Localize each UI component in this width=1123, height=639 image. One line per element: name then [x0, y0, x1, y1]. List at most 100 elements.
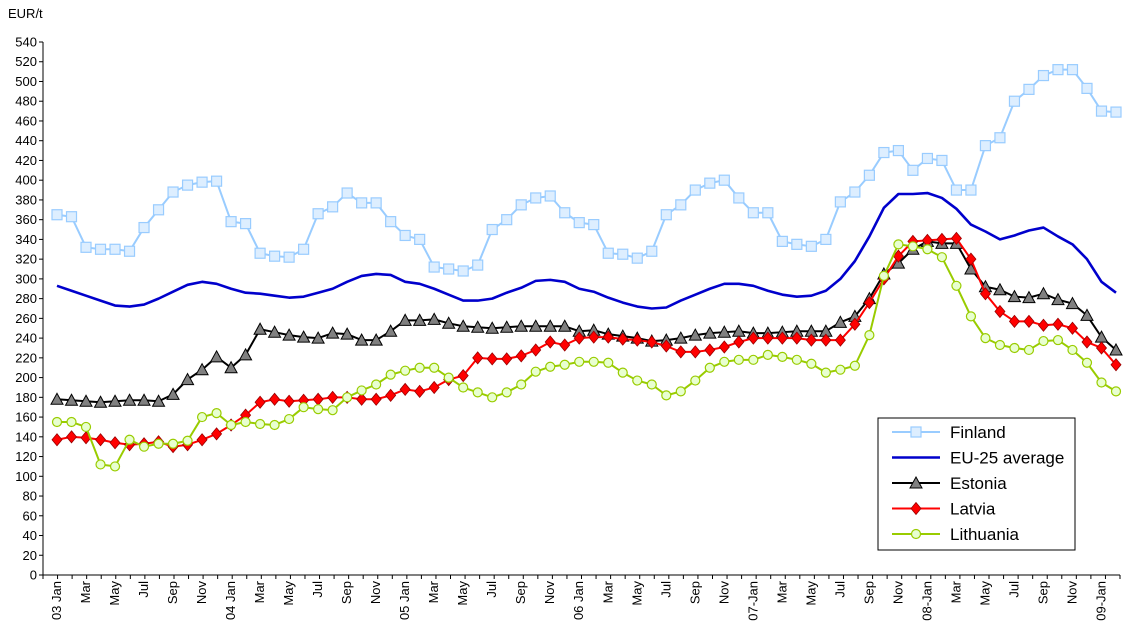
- point: [501, 352, 513, 366]
- point: [833, 315, 848, 328]
- point: [557, 319, 572, 332]
- point: [138, 441, 150, 452]
- point: [414, 362, 425, 373]
- point: [1109, 342, 1123, 356]
- point: [950, 184, 963, 196]
- point: [472, 259, 484, 271]
- series: [56, 191, 1117, 310]
- x-tick-label: May: [281, 581, 296, 606]
- point: [153, 438, 164, 449]
- x-tick-label: Sep: [861, 581, 876, 604]
- point: [385, 369, 396, 380]
- x-tick-label: May: [455, 581, 470, 606]
- point: [1052, 334, 1064, 346]
- point: [356, 392, 368, 406]
- point: [820, 333, 832, 347]
- y-tick-label: 440: [15, 133, 37, 148]
- point: [253, 322, 267, 335]
- point: [965, 252, 977, 266]
- point: [182, 435, 193, 446]
- point: [109, 436, 121, 450]
- point: [863, 169, 875, 181]
- point: [1080, 308, 1094, 321]
- x-tick-label: Sep: [513, 581, 528, 604]
- point: [94, 433, 107, 447]
- x-tick-label: Sep: [1035, 581, 1050, 604]
- point: [673, 331, 688, 344]
- point: [979, 140, 992, 152]
- point: [530, 192, 542, 204]
- point: [980, 333, 991, 344]
- point: [1066, 64, 1079, 76]
- x-tick-label: Jul: [310, 581, 325, 598]
- point: [689, 184, 701, 196]
- y-tick-label: 400: [15, 173, 37, 188]
- point: [1110, 106, 1122, 118]
- point: [211, 427, 223, 441]
- x-tick-label: Nov: [1064, 581, 1079, 605]
- y-tick-label: 320: [15, 252, 37, 267]
- y-tick-label: 460: [15, 113, 37, 128]
- x-tick-label: Mar: [600, 580, 615, 603]
- y-tick-label: 100: [15, 469, 37, 484]
- point: [1022, 290, 1036, 304]
- point: [747, 207, 759, 219]
- point: [457, 368, 469, 383]
- point: [704, 343, 716, 357]
- series-line: [56, 191, 1117, 310]
- point: [688, 328, 703, 341]
- point: [543, 319, 558, 332]
- point: [909, 475, 923, 489]
- point: [427, 312, 442, 325]
- x-tick-label: May: [107, 581, 122, 606]
- point: [588, 356, 599, 367]
- point: [1110, 358, 1122, 372]
- point: [196, 411, 208, 423]
- point: [1007, 289, 1022, 303]
- point: [284, 413, 295, 425]
- x-tick-label: Mar: [774, 580, 789, 603]
- point: [383, 324, 398, 337]
- point: [515, 199, 527, 211]
- point: [907, 164, 919, 176]
- point: [269, 250, 281, 262]
- point: [470, 320, 485, 333]
- point: [820, 367, 831, 378]
- point: [356, 197, 368, 209]
- point: [181, 179, 194, 191]
- point: [472, 387, 483, 398]
- x-tick-label: 05 Jan: [397, 581, 412, 620]
- point: [1094, 330, 1109, 343]
- y-tick-label: 140: [15, 429, 37, 444]
- point: [196, 176, 208, 188]
- point: [979, 287, 991, 301]
- point: [51, 209, 63, 221]
- x-tick-label: 06 Jan: [571, 581, 586, 620]
- y-tick-label: 500: [15, 74, 37, 89]
- point: [124, 434, 135, 445]
- point: [472, 351, 484, 365]
- point: [805, 333, 817, 347]
- x-tick-label: Jul: [136, 581, 151, 598]
- y-tick-label: 360: [15, 212, 37, 227]
- point: [486, 352, 498, 366]
- y-tick-label: 380: [15, 192, 37, 207]
- point: [689, 345, 701, 359]
- point: [733, 354, 744, 365]
- point: [762, 349, 773, 360]
- point: [443, 372, 454, 383]
- point: [559, 207, 571, 219]
- point: [501, 214, 513, 226]
- point: [196, 433, 208, 447]
- point: [704, 177, 716, 189]
- point: [675, 386, 686, 397]
- point: [441, 316, 456, 329]
- y-tick-label: 160: [15, 410, 37, 425]
- point: [951, 280, 962, 291]
- point: [195, 362, 209, 376]
- y-tick-label: 20: [23, 548, 37, 563]
- point: [806, 358, 817, 369]
- x-tick-label: 04 Jan: [223, 581, 238, 620]
- point: [209, 349, 224, 363]
- point: [864, 330, 875, 341]
